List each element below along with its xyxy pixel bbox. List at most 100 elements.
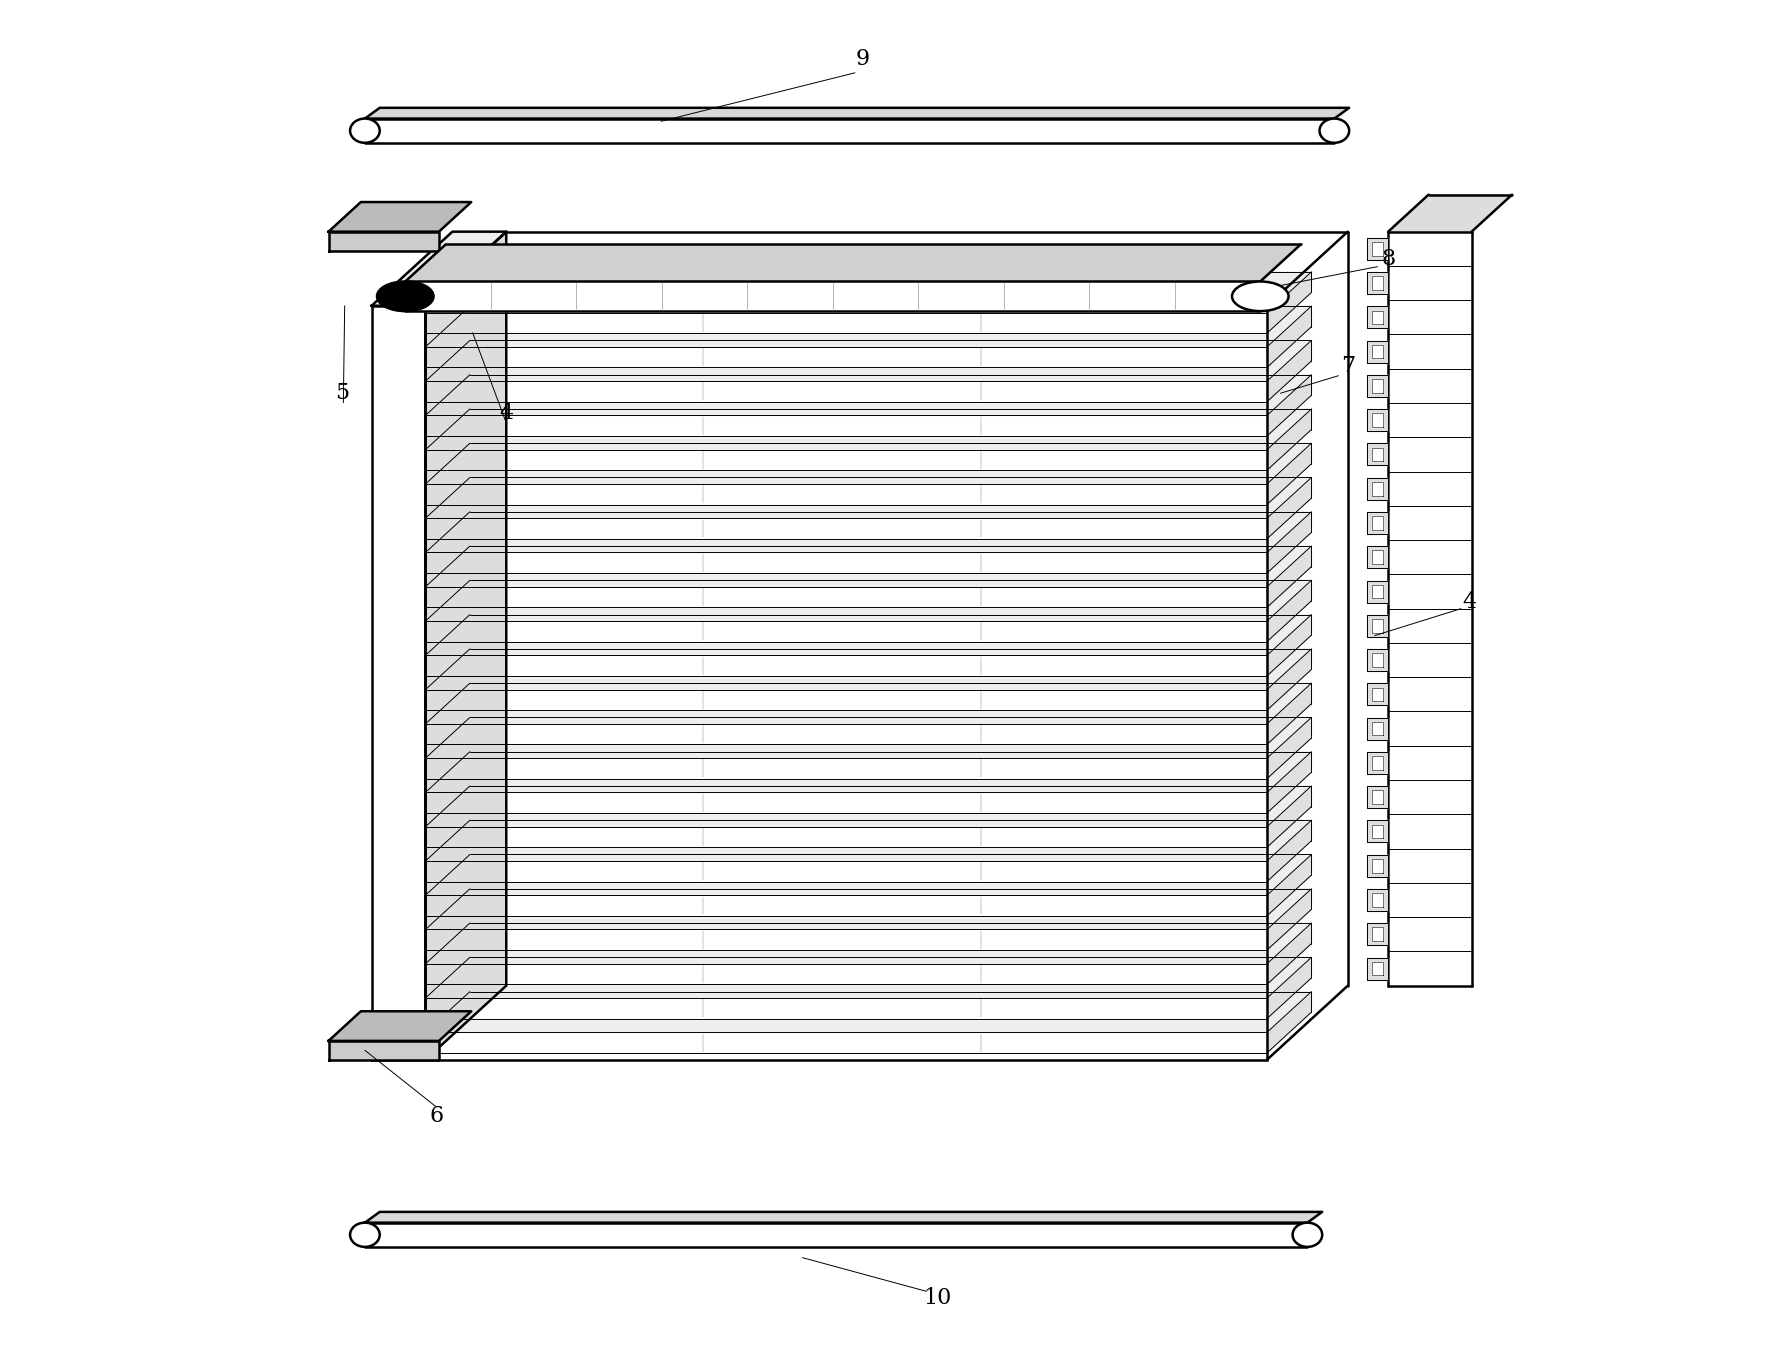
- Polygon shape: [1267, 341, 1312, 402]
- Polygon shape: [425, 450, 1267, 470]
- Polygon shape: [1372, 379, 1383, 393]
- Ellipse shape: [1292, 1222, 1323, 1247]
- Polygon shape: [425, 312, 1267, 333]
- Polygon shape: [1267, 375, 1312, 435]
- Polygon shape: [1367, 375, 1388, 397]
- Polygon shape: [1267, 854, 1312, 915]
- Polygon shape: [1372, 859, 1383, 872]
- Polygon shape: [1367, 443, 1388, 465]
- Polygon shape: [1367, 307, 1388, 329]
- Polygon shape: [406, 245, 1301, 281]
- Polygon shape: [425, 553, 1267, 573]
- Text: 5: 5: [335, 383, 349, 404]
- Polygon shape: [1367, 718, 1388, 740]
- Polygon shape: [1372, 311, 1383, 324]
- Ellipse shape: [1232, 281, 1289, 311]
- Polygon shape: [425, 621, 1267, 642]
- Polygon shape: [425, 231, 506, 1060]
- Polygon shape: [1372, 927, 1383, 941]
- Ellipse shape: [377, 281, 434, 311]
- Text: 4: 4: [1461, 591, 1476, 612]
- Polygon shape: [1372, 894, 1383, 907]
- Polygon shape: [1372, 961, 1383, 975]
- Polygon shape: [1372, 653, 1383, 667]
- Polygon shape: [425, 615, 1312, 656]
- Polygon shape: [425, 649, 1312, 690]
- Polygon shape: [1267, 546, 1312, 607]
- Polygon shape: [425, 272, 1312, 312]
- Polygon shape: [1367, 854, 1388, 876]
- Polygon shape: [425, 580, 1312, 621]
- Polygon shape: [425, 792, 1267, 813]
- Polygon shape: [425, 415, 1267, 435]
- Polygon shape: [1388, 195, 1511, 231]
- Polygon shape: [425, 656, 1267, 676]
- Polygon shape: [1367, 272, 1388, 293]
- Polygon shape: [1372, 791, 1383, 804]
- Polygon shape: [329, 1041, 440, 1060]
- Polygon shape: [425, 826, 1267, 848]
- Polygon shape: [425, 923, 1312, 964]
- Polygon shape: [1367, 752, 1388, 773]
- Polygon shape: [1372, 550, 1383, 564]
- Polygon shape: [425, 408, 1312, 450]
- Polygon shape: [1372, 825, 1383, 838]
- Polygon shape: [425, 895, 1267, 915]
- Polygon shape: [1367, 649, 1388, 671]
- Polygon shape: [1267, 649, 1312, 710]
- Polygon shape: [1367, 821, 1388, 842]
- Polygon shape: [425, 690, 1267, 710]
- Polygon shape: [425, 1033, 1267, 1053]
- Polygon shape: [425, 477, 1312, 518]
- Polygon shape: [1267, 272, 1312, 333]
- Polygon shape: [365, 119, 1335, 143]
- Polygon shape: [1267, 821, 1312, 882]
- Polygon shape: [1372, 276, 1383, 289]
- Polygon shape: [1367, 546, 1388, 568]
- Polygon shape: [425, 929, 1267, 950]
- Polygon shape: [1367, 957, 1388, 979]
- Polygon shape: [425, 964, 1267, 984]
- Text: 8: 8: [1381, 247, 1396, 269]
- Polygon shape: [425, 786, 1312, 826]
- Polygon shape: [425, 381, 1267, 402]
- Polygon shape: [1367, 341, 1388, 362]
- Polygon shape: [329, 1011, 472, 1041]
- Polygon shape: [1267, 752, 1312, 813]
- Polygon shape: [1367, 615, 1388, 637]
- Polygon shape: [1267, 957, 1312, 1018]
- Polygon shape: [1267, 718, 1312, 779]
- Polygon shape: [425, 888, 1312, 929]
- Polygon shape: [372, 306, 425, 1060]
- Polygon shape: [1367, 890, 1388, 911]
- Polygon shape: [406, 281, 1260, 311]
- Text: 6: 6: [429, 1106, 443, 1128]
- Polygon shape: [1267, 580, 1312, 642]
- Polygon shape: [1372, 242, 1383, 256]
- Polygon shape: [1367, 580, 1388, 603]
- Text: 9: 9: [856, 49, 870, 70]
- Ellipse shape: [351, 1222, 379, 1247]
- Polygon shape: [425, 347, 1267, 368]
- Polygon shape: [1372, 448, 1383, 461]
- Polygon shape: [425, 957, 1312, 998]
- Polygon shape: [1267, 306, 1312, 368]
- Polygon shape: [1388, 231, 1472, 986]
- Polygon shape: [425, 484, 1267, 504]
- Polygon shape: [1267, 477, 1312, 539]
- Polygon shape: [425, 991, 1312, 1033]
- Polygon shape: [329, 231, 440, 250]
- Polygon shape: [1372, 619, 1383, 633]
- Polygon shape: [425, 718, 1312, 758]
- Polygon shape: [1367, 512, 1388, 534]
- Polygon shape: [425, 723, 1267, 745]
- Polygon shape: [1267, 408, 1312, 470]
- Polygon shape: [372, 231, 506, 306]
- Polygon shape: [425, 375, 1312, 415]
- Ellipse shape: [1319, 119, 1349, 143]
- Text: 7: 7: [1340, 356, 1355, 377]
- Polygon shape: [425, 518, 1267, 539]
- Polygon shape: [1372, 756, 1383, 769]
- Polygon shape: [425, 861, 1267, 882]
- Polygon shape: [425, 998, 1267, 1018]
